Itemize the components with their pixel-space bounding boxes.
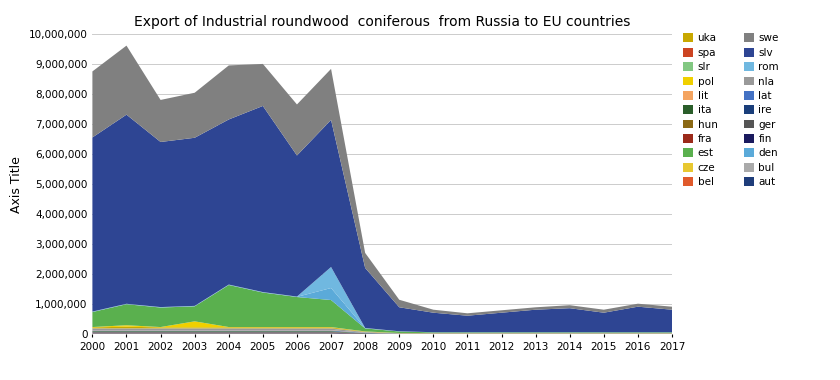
Y-axis label: Axis Title: Axis Title (10, 156, 24, 213)
Title: Export of Industrial roundwood  coniferous  from Russia to EU countries: Export of Industrial roundwood coniferou… (134, 15, 630, 29)
Legend: swe, slv, rom, nla, lat, ire, ger, fin, den, bul, aut: swe, slv, rom, nla, lat, ire, ger, fin, … (744, 33, 779, 187)
